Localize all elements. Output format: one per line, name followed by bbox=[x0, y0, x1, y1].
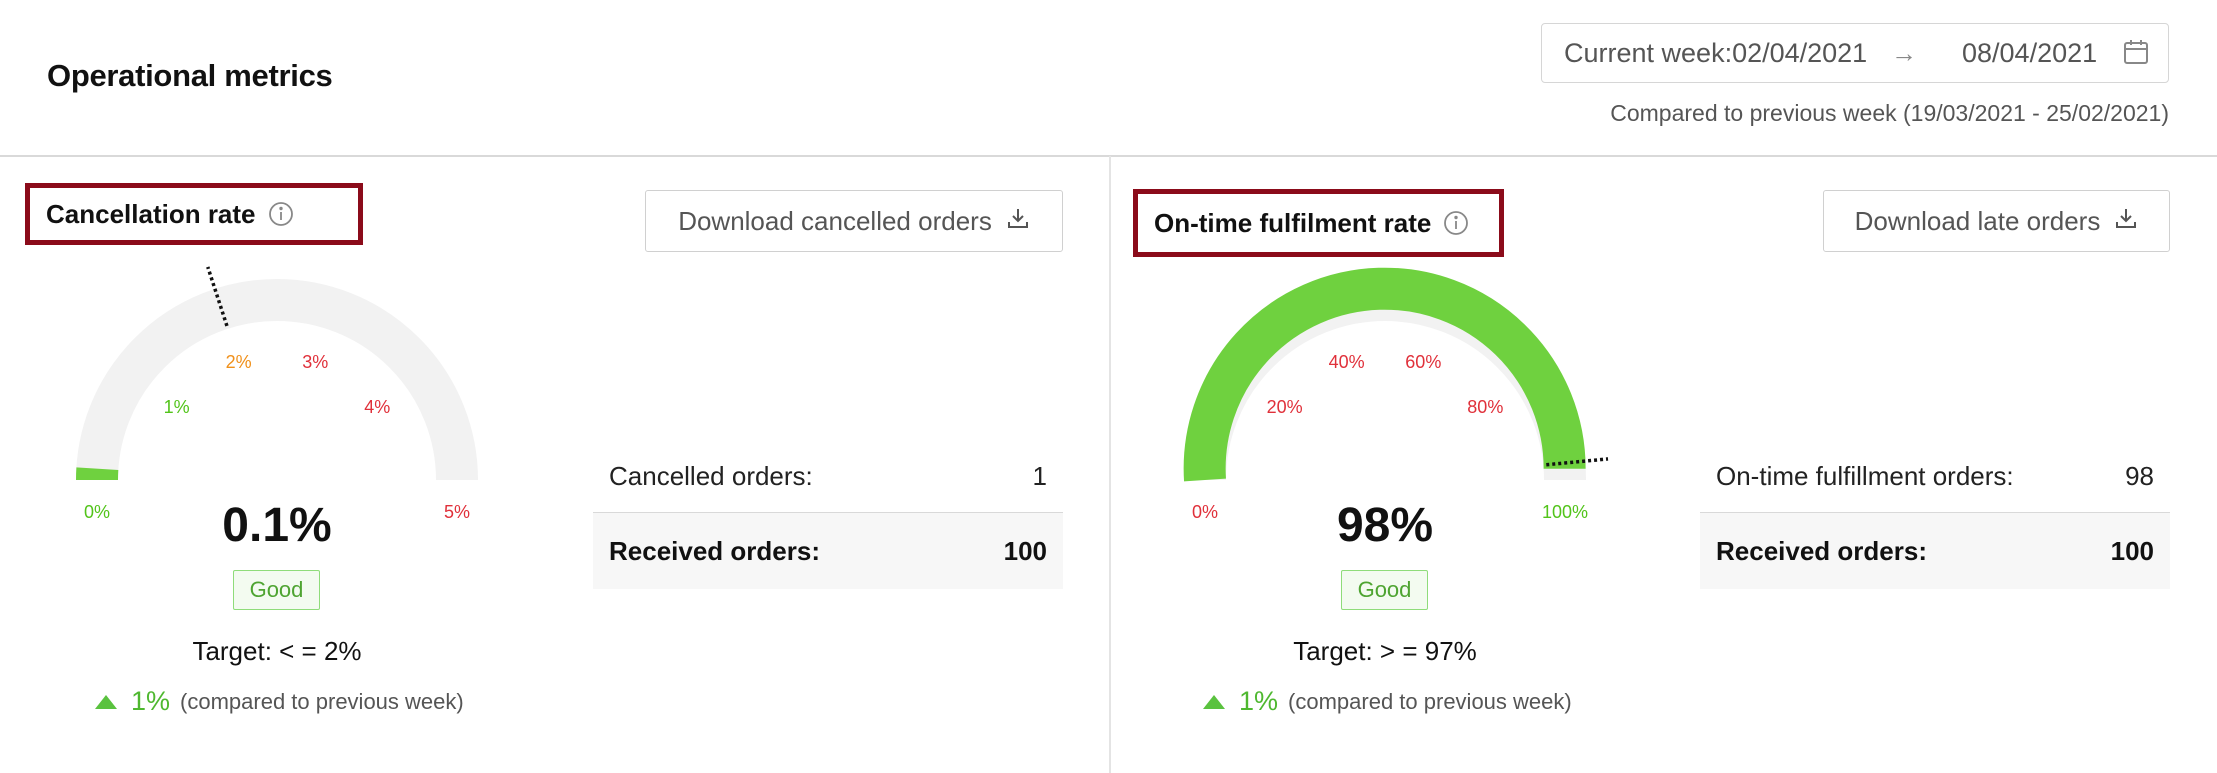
on-time-tick-label: 100% bbox=[1542, 502, 1588, 522]
cancellation-target-marker bbox=[206, 266, 229, 327]
on-time-fulfilment-rate-title: On-time fulfilment rate bbox=[1133, 189, 1504, 257]
on-time-tick-label: 40% bbox=[1329, 352, 1365, 372]
table-row: Received orders: 100 bbox=[1700, 513, 2170, 589]
stat-label: Received orders: bbox=[1716, 535, 1927, 566]
header-divider bbox=[0, 155, 2217, 157]
download-late-orders-label: Download late orders bbox=[1854, 205, 2101, 236]
on-time-change-note: (compared to previous week) bbox=[1288, 688, 1572, 714]
cancellation-stats-table: Cancelled orders: 1 Received orders: 100 bbox=[593, 440, 1063, 589]
cancellation-change: 1% (compared to previous week) bbox=[95, 686, 464, 717]
on-time-change: 1% (compared to previous week) bbox=[1203, 686, 1572, 717]
download-icon bbox=[1006, 206, 1030, 237]
date-range-picker[interactable]: Current week:02/04/2021 → 08/04/2021 bbox=[1541, 23, 2169, 83]
download-late-orders-button[interactable]: Download late orders bbox=[1823, 190, 2170, 252]
cancellation-tick-label: 0% bbox=[84, 502, 110, 522]
table-row: Cancelled orders: 1 bbox=[593, 440, 1063, 513]
on-time-status-badge: Good bbox=[1341, 570, 1428, 610]
on-time-target-marker bbox=[1546, 457, 1609, 467]
stat-value: 100 bbox=[1003, 535, 1047, 566]
cancellation-rate-label: Cancellation rate bbox=[46, 198, 256, 229]
cancellation-target: Target: < = 2% bbox=[192, 636, 362, 666]
trend-up-icon bbox=[1203, 694, 1225, 709]
stat-value: 1 bbox=[1032, 460, 1047, 491]
stat-value: 100 bbox=[2110, 535, 2154, 566]
download-cancelled-orders-button[interactable]: Download cancelled orders bbox=[645, 190, 1063, 252]
download-icon bbox=[2114, 206, 2138, 237]
cancellation-tick-label: 1% bbox=[164, 397, 190, 417]
date-range-start[interactable]: Current week:02/04/2021 bbox=[1564, 37, 1868, 68]
on-time-gauge-fill bbox=[1183, 267, 1586, 482]
cancellation-change-percent: 1% bbox=[131, 686, 171, 716]
table-row: Received orders: 100 bbox=[593, 513, 1063, 589]
comparison-period-note: Compared to previous week (19/03/2021 - … bbox=[1610, 100, 2169, 126]
date-range-end[interactable]: 08/04/2021 bbox=[1962, 37, 2098, 68]
calendar-icon[interactable] bbox=[2122, 38, 2150, 73]
cancellation-rate-value: 0.1% bbox=[222, 499, 332, 552]
download-cancelled-orders-label: Download cancelled orders bbox=[678, 205, 992, 236]
table-row: On-time fulfillment orders: 98 bbox=[1700, 440, 2170, 513]
on-time-tick-label: 0% bbox=[1192, 502, 1218, 522]
arrow-right-icon: → bbox=[1891, 38, 1917, 68]
stat-label: Received orders: bbox=[609, 535, 820, 566]
stat-value: 98 bbox=[2125, 460, 2154, 491]
cancellation-tick-label: 3% bbox=[302, 352, 328, 372]
page-title: Operational metrics bbox=[47, 58, 333, 93]
on-time-rate-value: 98% bbox=[1336, 499, 1434, 552]
on-time-target: Target: > = 97% bbox=[1293, 636, 1477, 666]
on-time-stats-table: On-time fulfillment orders: 98 Received … bbox=[1700, 440, 2170, 589]
cancellation-gauge: 0% 1% 2% 3% 4% 5% bbox=[76, 266, 478, 522]
cancellation-change-note: (compared to previous week) bbox=[180, 688, 464, 714]
on-time-tick-label: 20% bbox=[1267, 397, 1303, 417]
on-time-tick-label: 80% bbox=[1467, 397, 1503, 417]
stat-label: Cancelled orders: bbox=[609, 460, 813, 491]
stat-label: On-time fulfillment orders: bbox=[1716, 460, 2014, 491]
on-time-change-percent: 1% bbox=[1239, 686, 1279, 716]
panel-divider bbox=[1109, 156, 1111, 773]
cancellation-tick-label: 5% bbox=[444, 502, 470, 522]
trend-up-icon bbox=[95, 694, 117, 709]
cancellation-status-badge: Good bbox=[233, 570, 320, 610]
on-time-tick-label: 60% bbox=[1405, 352, 1441, 372]
cancellation-rate-title: Cancellation rate bbox=[25, 183, 363, 245]
cancellation-tick-label: 2% bbox=[226, 352, 252, 372]
cancellation-tick-label: 4% bbox=[364, 397, 390, 417]
cancellation-gauge-track bbox=[76, 279, 478, 481]
info-icon[interactable] bbox=[268, 201, 294, 227]
on-time-fulfilment-rate-label: On-time fulfilment rate bbox=[1154, 207, 1432, 238]
info-icon[interactable] bbox=[1443, 210, 1469, 236]
